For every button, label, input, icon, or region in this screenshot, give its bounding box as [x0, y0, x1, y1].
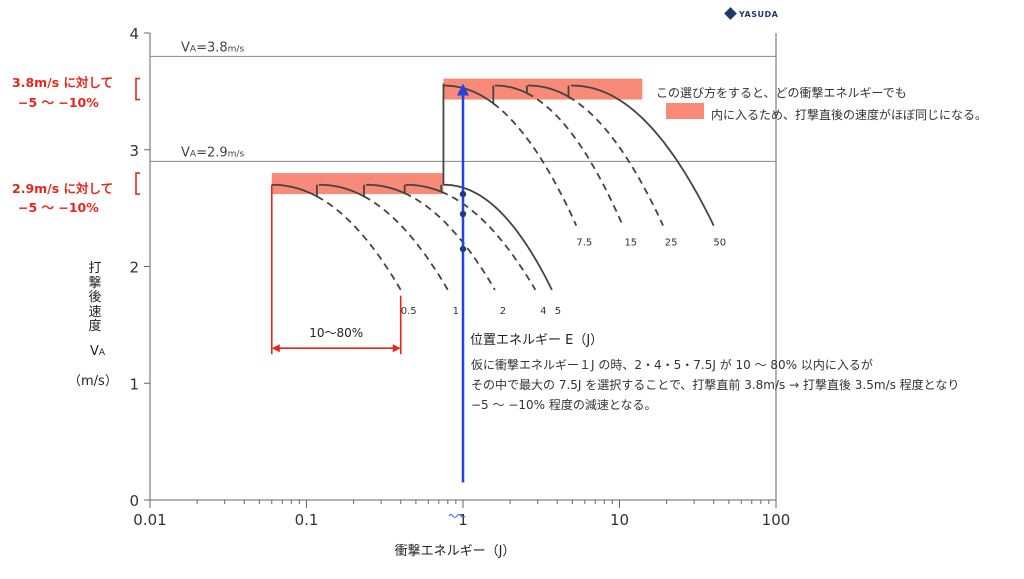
explanation-line1: 仮に衝撃エネルギー１J の時、2・4・5・7.5J が 10 〜 80% 以内に…: [471, 358, 873, 372]
low-dashed-curve: [316, 195, 402, 291]
logo-mark-icon: [724, 7, 737, 20]
company-logo: YASUDA: [724, 7, 779, 20]
y-tick-label: 1: [129, 375, 139, 393]
band-legend-swatch: [666, 103, 704, 119]
potential-energy-label: 位置エネルギー E（J）: [470, 333, 604, 348]
upper-band-annotation-line2: −5 〜 −10%: [18, 95, 99, 110]
high-curve-label: 25: [665, 238, 678, 249]
x-tick-label: 0.01: [133, 511, 166, 529]
reference-line-label-unit: m/s: [228, 44, 245, 54]
y-axis-symbol-main: V: [90, 344, 99, 359]
x-tick-label: 1: [458, 511, 468, 529]
reference-line-label: VA=3.8m/s: [181, 40, 244, 55]
intersection-dot: [459, 245, 467, 253]
low-curve-label: 5: [555, 306, 561, 317]
y-tick-label: 0: [129, 492, 139, 510]
logo-text: YASUDA: [739, 10, 779, 19]
high-dashed-curve: [568, 95, 664, 226]
low-curve-label: 0.5: [401, 306, 417, 317]
x-tick-label: 0.1: [295, 511, 319, 529]
y-axis-symbol-sub: A: [98, 348, 106, 358]
low-dashed-curve: [404, 192, 496, 291]
low-curve-label: 2: [500, 306, 506, 317]
range-label: 10〜80%: [309, 326, 363, 340]
reference-line-label: VA=2.9m/s: [181, 145, 244, 160]
reference-line-label-unit: m/s: [228, 149, 245, 159]
spell-underline: [448, 514, 466, 518]
band-bracket: [135, 172, 140, 195]
intersection-dot: [459, 210, 467, 218]
reference-line-label-eq: =3.8: [196, 40, 228, 55]
x-tick-label: 10: [610, 511, 629, 529]
y-tick-label: 4: [129, 25, 139, 43]
reference-line-label-sub: A: [190, 44, 197, 54]
high-curve-label: 7.5: [576, 238, 592, 249]
y-axis-unit: （m/s）: [68, 374, 118, 389]
y-axis-symbol: VA: [90, 344, 105, 359]
high-curve-label: 15: [624, 238, 637, 249]
high-dashed-curve: [526, 92, 624, 226]
high-curve-label: 50: [713, 238, 726, 249]
low-dashed-curve: [363, 195, 449, 291]
y-tick-label: 3: [129, 142, 139, 160]
reference-line-label-sub: A: [190, 149, 197, 159]
reference-line-label-main: V: [181, 40, 190, 55]
lower-band-annotation-line2: −5 〜 −10%: [18, 200, 99, 215]
high-solid-curve: [527, 84, 570, 99]
tolerance-band: [271, 173, 444, 195]
high-solid-curve: [570, 84, 715, 226]
intersection-dot: [459, 190, 467, 198]
y-axis-label: 打撃後速度: [88, 261, 102, 335]
x-axis-label: 衝撃エネルギー（J）: [395, 543, 516, 559]
low-solid-curve: [405, 183, 443, 194]
upper-band-annotation-line1: 3.8m/s に対して: [12, 75, 114, 90]
reference-line-label-main: V: [181, 145, 190, 160]
high-dashed-curve: [492, 102, 578, 226]
range-arrowhead-right: [392, 344, 401, 353]
low-solid-curve: [318, 183, 365, 198]
y-tick-label: 2: [129, 259, 139, 277]
low-solid-curve: [366, 183, 406, 195]
high-solid-curve: [494, 84, 528, 95]
range-arrowhead-left: [271, 344, 280, 353]
explanation-line3: −5 〜 −10% 程度の減速となる。: [471, 398, 657, 412]
reference-line-label-eq: =2.9: [196, 145, 228, 160]
lower-band-annotation-line1: 2.9m/s に対して: [12, 181, 114, 196]
potential-energy-arrowhead: [457, 83, 469, 96]
low-curve-label: 1: [453, 306, 459, 317]
x-tick-label: 100: [762, 511, 791, 529]
band-note-line2: 内に入るため、打撃直後の速度がほぼ同じになる。: [711, 108, 988, 122]
low-dashed-curve: [440, 190, 537, 291]
low-curve-label: 4: [540, 306, 546, 317]
low-solid-curve: [443, 183, 553, 291]
low-solid-curve: [271, 183, 318, 198]
band-note-line1: この選び方をすると、どの衝撃エネルギーでも: [656, 86, 907, 100]
band-bracket: [135, 77, 140, 101]
explanation-line2: その中で最大の 7.5J を選択することで、打撃直前 3.8m/s → 打撃直後…: [471, 378, 960, 392]
high-solid-curve: [443, 84, 495, 106]
